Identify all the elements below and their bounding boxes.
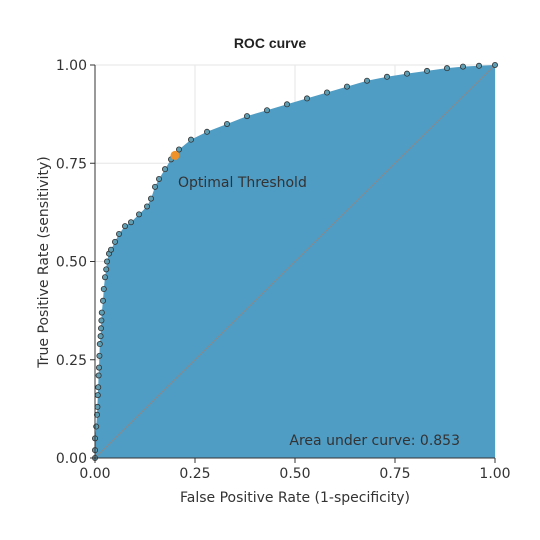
y-tick-label: 1.00 xyxy=(56,58,87,74)
y-tick-label: 0.00 xyxy=(56,451,87,467)
roc-point xyxy=(283,101,290,108)
x-tick-labels: 0.00 0.25 0.50 0.75 1.00 xyxy=(79,458,511,482)
y-tick-label: 0.50 xyxy=(56,255,87,271)
roc-point xyxy=(243,113,250,120)
roc-point xyxy=(95,372,102,379)
roc-point xyxy=(96,352,103,359)
roc-point xyxy=(94,403,101,410)
roc-point xyxy=(147,195,154,202)
roc-point xyxy=(363,77,370,84)
roc-point xyxy=(303,95,310,102)
optimal-threshold-label: Optimal Threshold xyxy=(178,175,307,191)
roc-point xyxy=(187,136,194,143)
roc-point xyxy=(98,317,105,324)
roc-point xyxy=(94,392,101,399)
roc-point xyxy=(122,223,129,230)
chance-diagonal xyxy=(94,64,496,459)
x-tick-label: 0.00 xyxy=(79,466,110,482)
roc-point xyxy=(155,175,162,182)
roc-point xyxy=(143,203,150,210)
roc-point xyxy=(94,411,101,418)
roc-point xyxy=(100,286,107,293)
roc-point xyxy=(459,63,466,70)
x-tick-label: 0.50 xyxy=(279,466,310,482)
y-tick-label: 0.75 xyxy=(56,156,87,172)
y-tick-label: 0.25 xyxy=(56,353,87,369)
roc-point xyxy=(112,238,119,245)
optimal-threshold-marker xyxy=(170,150,180,160)
roc-point xyxy=(175,146,182,153)
roc-point xyxy=(323,89,330,96)
roc-point xyxy=(98,325,105,332)
roc-point xyxy=(443,65,450,72)
roc-point xyxy=(97,333,104,340)
optimal-point xyxy=(170,150,180,160)
roc-point xyxy=(475,62,482,69)
roc-point xyxy=(96,341,103,348)
chart-title: ROC curve xyxy=(234,35,307,51)
roc-point xyxy=(203,128,210,135)
roc-point xyxy=(95,384,102,391)
auc-label: Area under curve: 0.853 xyxy=(289,433,460,449)
roc-point xyxy=(423,67,430,74)
roc-point xyxy=(116,230,123,237)
roc-point xyxy=(161,166,168,173)
roc-point xyxy=(103,266,110,273)
roc-point xyxy=(98,309,105,316)
roc-point xyxy=(104,258,111,265)
roc-point xyxy=(100,297,107,304)
roc-point xyxy=(491,62,498,69)
roc-point xyxy=(96,364,103,371)
x-tick-label: 0.75 xyxy=(379,466,410,482)
roc-point xyxy=(151,183,158,190)
roc-point xyxy=(93,423,100,430)
x-axis-label: False Positive Rate (1-specificity) xyxy=(180,490,410,506)
roc-point xyxy=(102,274,109,281)
y-tick-labels: 0.00 0.25 0.50 0.75 1.00 xyxy=(56,58,95,467)
x-tick-label: 0.25 xyxy=(179,466,210,482)
roc-point xyxy=(135,211,142,218)
roc-point xyxy=(127,219,134,226)
roc-point xyxy=(263,107,270,114)
roc-point xyxy=(343,83,350,90)
diagonal-line xyxy=(94,64,496,459)
roc-point xyxy=(383,73,390,80)
y-axis-label: True Positive Rate (sensitivity) xyxy=(36,156,52,368)
roc-point xyxy=(223,120,230,127)
x-tick-label: 1.00 xyxy=(479,466,510,482)
roc-point xyxy=(403,70,410,77)
roc-point xyxy=(108,246,115,253)
